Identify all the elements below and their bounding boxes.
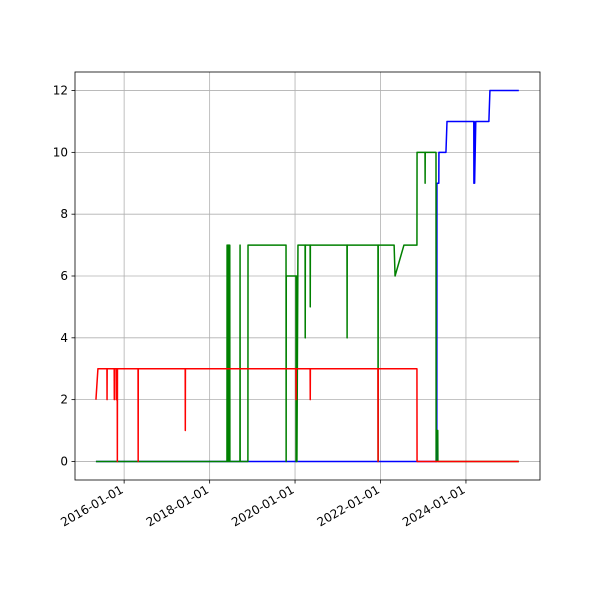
plot-frame <box>74 71 541 481</box>
y-tick-label: 2 <box>60 393 68 407</box>
series-line <box>95 89 519 463</box>
series-line <box>95 151 519 463</box>
y-tick-label: 6 <box>60 269 68 283</box>
y-tick-label: 10 <box>53 145 68 159</box>
y-tick-label: 4 <box>60 331 68 345</box>
y-tick-label: 0 <box>60 454 68 468</box>
y-tick-label: 12 <box>53 84 68 98</box>
y-tick-label: 8 <box>60 207 68 221</box>
series-line <box>95 367 519 463</box>
